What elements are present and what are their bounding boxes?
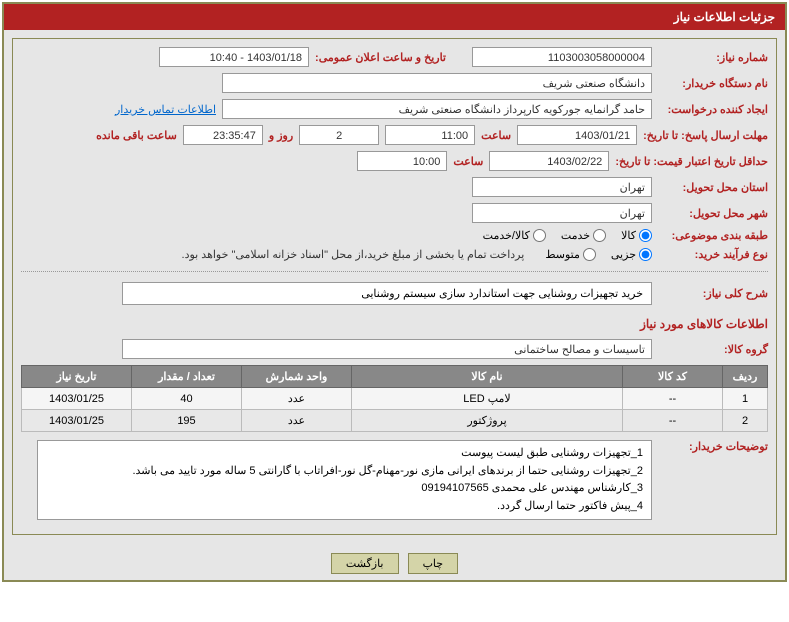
field-goods-group: تاسیسات و مصالح ساختمانی: [122, 339, 652, 359]
label-hour1: ساعت: [481, 129, 511, 142]
th-row: ردیف: [723, 366, 768, 388]
row-price-validity: حداقل تاریخ اعتبار قیمت: تا تاریخ: 1403/…: [21, 151, 768, 171]
label-purchase: نوع فرآیند خرید:: [658, 248, 768, 261]
outer-frame: جزئیات اطلاعات نیاز شماره نیاز: 11030030…: [2, 2, 787, 582]
field-price-date: 1403/02/22: [489, 151, 609, 171]
radio-group-purchase: جزیی متوسط: [545, 248, 652, 261]
th-code: کد کالا: [623, 366, 723, 388]
label-city: شهر محل تحویل:: [658, 207, 768, 220]
row-response-deadline: مهلت ارسال پاسخ: تا تاریخ: 1403/01/21 سا…: [21, 125, 768, 145]
print-button[interactable]: چاپ: [408, 553, 459, 574]
th-name: نام کالا: [352, 366, 623, 388]
label-buyer-notes: توضیحات خریدار:: [658, 440, 768, 453]
radio-kala[interactable]: کالا: [621, 229, 652, 242]
th-unit: واحد شمارش: [242, 366, 352, 388]
field-time-remaining: 23:35:47: [183, 125, 263, 145]
radio-khedmat[interactable]: خدمت: [561, 229, 606, 242]
row-purchase-type: نوع فرآیند خرید: جزیی متوسط پرداخت تمام …: [21, 248, 768, 261]
label-time-remaining: ساعت باقی مانده: [96, 129, 177, 142]
field-requester: حامد گرانمایه جورکویه کارپرداز دانشگاه ص…: [222, 99, 652, 119]
label-price-validity: حداقل تاریخ اعتبار قیمت: تا تاریخ:: [615, 155, 768, 168]
field-days-remaining: 2: [299, 125, 379, 145]
field-announce: 1403/01/18 - 10:40: [159, 47, 309, 67]
label-announce: تاریخ و ساعت اعلان عمومی:: [315, 51, 446, 64]
link-contact-buyer[interactable]: اطلاعات تماس خریدار: [115, 103, 216, 116]
field-price-time: 10:00: [357, 151, 447, 171]
label-day-and: روز و: [269, 129, 293, 142]
radio-jozi[interactable]: جزیی: [611, 248, 652, 261]
field-need-desc: خرید تجهیزات روشنایی جهت استاندارد سازی …: [122, 282, 652, 305]
section-header-goods: اطلاعات کالاهای مورد نیاز: [21, 317, 768, 331]
field-response-date: 1403/01/21: [517, 125, 637, 145]
field-province: تهران: [472, 177, 652, 197]
treasury-note: پرداخت تمام یا بخشی از مبلغ خرید،از محل …: [182, 248, 525, 261]
row-subject-class: طبقه بندی موضوعی: کالا خدمت کالا/خدمت: [21, 229, 768, 242]
row-requester: ایجاد کننده درخواست: حامد گرانمایه جورکو…: [21, 99, 768, 119]
content-panel: شماره نیاز: 1103003058000004 تاریخ و ساع…: [12, 38, 777, 535]
row-need-number: شماره نیاز: 1103003058000004 تاریخ و ساع…: [21, 47, 768, 67]
row-province: استان محل تحویل: تهران: [21, 177, 768, 197]
field-buyer-org: دانشگاه صنعتی شریف: [222, 73, 652, 93]
field-buyer-notes: 1_تجهیزات روشنایی طبق لیست پیوست 2_تجهیز…: [37, 440, 652, 520]
field-city: تهران: [472, 203, 652, 223]
table-header-row: ردیف کد کالا نام کالا واحد شمارش تعداد /…: [22, 366, 768, 388]
label-goods-group: گروه کالا:: [658, 343, 768, 356]
field-response-time: 11:00: [385, 125, 475, 145]
label-requester: ایجاد کننده درخواست:: [658, 103, 768, 116]
label-province: استان محل تحویل:: [658, 181, 768, 194]
th-date: تاریخ نیاز: [22, 366, 132, 388]
table-row: 2 -- پروژکتور عدد 195 1403/01/25: [22, 410, 768, 432]
row-city: شهر محل تحویل: تهران: [21, 203, 768, 223]
label-response: مهلت ارسال پاسخ: تا تاریخ:: [643, 129, 768, 142]
label-hour2: ساعت: [453, 155, 483, 168]
row-buyer-org: نام دستگاه خریدار: دانشگاه صنعتی شریف: [21, 73, 768, 93]
radio-motevaset[interactable]: متوسط: [545, 248, 596, 261]
label-buyer-org: نام دستگاه خریدار:: [658, 77, 768, 90]
row-need-desc: شرح کلی نیاز: خرید تجهیزات روشنایی جهت ا…: [21, 282, 768, 305]
back-button[interactable]: بازگشت: [331, 553, 399, 574]
goods-table: ردیف کد کالا نام کالا واحد شمارش تعداد /…: [21, 365, 768, 432]
radio-group-subject: کالا خدمت کالا/خدمت: [483, 229, 652, 242]
row-buyer-notes: توضیحات خریدار: 1_تجهیزات روشنایی طبق لی…: [21, 440, 768, 520]
label-need-number: شماره نیاز:: [658, 51, 768, 64]
radio-kala-khedmat[interactable]: کالا/خدمت: [483, 229, 546, 242]
button-bar: چاپ بازگشت: [4, 543, 785, 580]
title-bar: جزئیات اطلاعات نیاز: [4, 4, 785, 30]
label-need-desc: شرح کلی نیاز:: [658, 287, 768, 300]
field-need-number: 1103003058000004: [472, 47, 652, 67]
label-subject: طبقه بندی موضوعی:: [658, 229, 768, 242]
row-goods-group: گروه کالا: تاسیسات و مصالح ساختمانی: [21, 339, 768, 359]
table-row: 1 -- لامپ LED عدد 40 1403/01/25: [22, 388, 768, 410]
th-qty: تعداد / مقدار: [132, 366, 242, 388]
